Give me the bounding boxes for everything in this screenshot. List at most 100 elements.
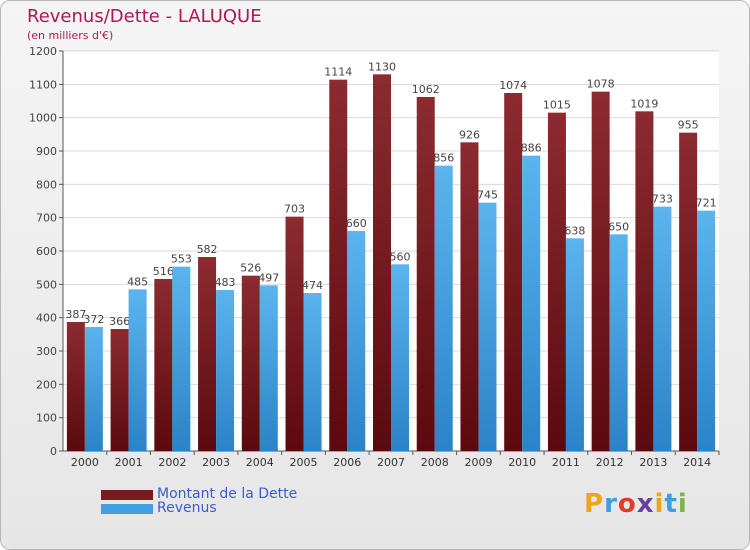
data-label-revenus: 660 xyxy=(346,217,367,230)
bar-dette xyxy=(679,132,698,451)
data-label-revenus: 886 xyxy=(521,142,542,155)
data-label-dette: 526 xyxy=(240,262,261,275)
data-label-revenus: 483 xyxy=(215,276,236,289)
proxiti-logo: Proxiti xyxy=(584,489,688,519)
x-tick-label: 2001 xyxy=(115,456,143,469)
y-tick-label: 100 xyxy=(36,412,57,425)
y-tick-label: 600 xyxy=(36,245,57,258)
y-tick-label: 700 xyxy=(36,212,57,225)
logo-letter: x xyxy=(636,489,655,519)
data-label-dette: 1114 xyxy=(324,66,352,79)
bar-revenus xyxy=(172,266,191,451)
bar-revenus xyxy=(565,238,584,451)
logo-letter: P xyxy=(584,489,605,519)
x-tick-label: 2007 xyxy=(377,456,405,469)
y-tick-label: 1200 xyxy=(29,45,57,58)
data-label-dette: 926 xyxy=(459,128,480,141)
bar-dette xyxy=(110,329,129,451)
bar-dette xyxy=(416,97,435,451)
data-label-revenus: 638 xyxy=(564,224,585,237)
bar-revenus xyxy=(697,210,716,451)
chart-subtitle: (en milliers d'€) xyxy=(27,29,114,42)
logo-letter: t xyxy=(664,489,678,519)
bar-dette xyxy=(198,257,217,451)
data-label-dette: 1019 xyxy=(630,97,658,110)
bar-dette xyxy=(547,112,566,452)
y-tick-label: 300 xyxy=(36,345,57,358)
legend-swatch-dette xyxy=(101,490,153,500)
x-tick-label: 2006 xyxy=(333,456,361,469)
bar-dette xyxy=(329,79,348,452)
data-label-dette: 1074 xyxy=(499,79,527,92)
data-label-dette: 516 xyxy=(153,265,174,278)
data-label-revenus: 497 xyxy=(258,271,279,284)
y-tick-label: 1000 xyxy=(29,112,57,125)
x-tick-label: 2008 xyxy=(421,456,449,469)
data-label-dette: 387 xyxy=(65,308,86,321)
data-label-revenus: 745 xyxy=(477,189,498,202)
bar-revenus xyxy=(391,264,409,451)
data-label-dette: 1015 xyxy=(543,99,571,112)
data-label-revenus: 733 xyxy=(652,193,673,206)
x-tick-label: 2000 xyxy=(71,456,99,469)
y-tick-label: 900 xyxy=(36,145,57,158)
x-tick-label: 2011 xyxy=(552,456,580,469)
y-tick-label: 1100 xyxy=(29,78,57,91)
bar-revenus xyxy=(84,327,103,451)
bar-dette xyxy=(154,279,173,451)
bar-dette xyxy=(591,91,610,452)
y-tick-label: 200 xyxy=(36,378,57,391)
bar-revenus xyxy=(434,165,453,451)
data-label-dette: 955 xyxy=(678,119,699,132)
bar-dette xyxy=(504,93,523,451)
legend-label-dette: Montant de la Dette xyxy=(157,486,298,502)
x-tick-label: 2005 xyxy=(290,456,318,469)
logo-letter: r xyxy=(604,489,618,519)
chart-title: Revenus/Dette - LALUQUE xyxy=(27,6,262,27)
y-tick-label: 400 xyxy=(36,312,57,325)
data-label-revenus: 553 xyxy=(171,253,192,266)
data-label-revenus: 560 xyxy=(390,250,411,263)
legend-item-dette: Montant de la Dette xyxy=(101,486,321,503)
x-tick-label: 2009 xyxy=(464,456,492,469)
bar-revenus xyxy=(609,234,628,451)
legend-item-revenus: Revenus xyxy=(101,500,321,517)
bar-revenus xyxy=(303,293,322,451)
bar-dette xyxy=(241,275,260,451)
x-tick-label: 2002 xyxy=(158,456,186,469)
data-label-dette: 582 xyxy=(197,243,218,256)
bar-dette xyxy=(635,111,654,451)
bar-revenus xyxy=(259,285,278,451)
x-tick-label: 2014 xyxy=(683,456,711,469)
y-tick-label: 0 xyxy=(50,445,57,458)
logo-letter: i xyxy=(677,489,688,519)
data-label-revenus: 474 xyxy=(302,279,323,292)
bar-revenus xyxy=(478,202,497,451)
data-label-revenus: 650 xyxy=(608,220,629,233)
logo-letter: i xyxy=(654,489,665,519)
data-label-dette: 1130 xyxy=(368,60,396,73)
bar-dette xyxy=(373,74,391,451)
data-label-revenus: 721 xyxy=(696,197,717,210)
y-tick-label: 800 xyxy=(36,178,57,191)
data-label-dette: 703 xyxy=(284,203,305,216)
data-label-dette: 366 xyxy=(109,315,130,328)
data-label-revenus: 372 xyxy=(83,313,104,326)
bar-revenus xyxy=(347,231,366,451)
x-tick-label: 2013 xyxy=(639,456,667,469)
bar-dette xyxy=(460,142,479,452)
data-label-dette: 1078 xyxy=(587,78,615,91)
legend-swatch-revenus xyxy=(101,504,153,514)
data-label-revenus: 856 xyxy=(433,152,454,165)
bar-revenus xyxy=(653,206,672,451)
bar-dette xyxy=(285,216,304,451)
bar-revenus xyxy=(216,290,235,451)
y-tick-label: 500 xyxy=(36,278,57,291)
bar-revenus xyxy=(522,155,541,451)
x-tick-label: 2010 xyxy=(508,456,536,469)
data-label-revenus: 485 xyxy=(127,275,148,288)
data-label-dette: 1062 xyxy=(412,83,440,96)
x-tick-label: 2012 xyxy=(596,456,624,469)
